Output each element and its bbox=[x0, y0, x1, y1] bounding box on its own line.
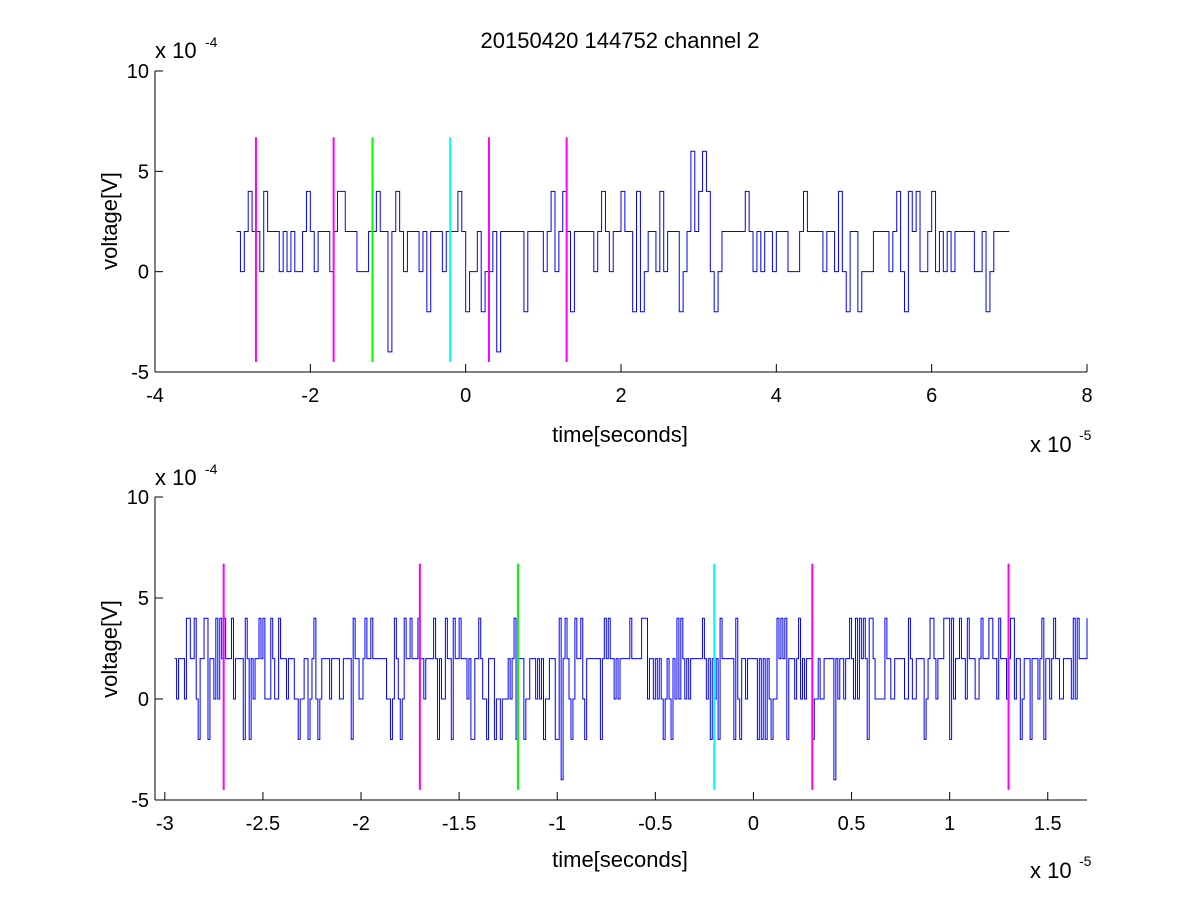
y-tick-label-bottom: -5 bbox=[131, 790, 149, 812]
x-tick-label-top: 4 bbox=[771, 385, 782, 407]
x-tick-label-bottom: -2.5 bbox=[246, 813, 280, 835]
y-axis-label-bottom: voltage[V] bbox=[97, 600, 122, 698]
x-tick-label-top: -4 bbox=[146, 385, 164, 407]
y-axis-label-top: voltage[V] bbox=[97, 172, 122, 270]
y-tick-label-top: 5 bbox=[138, 161, 149, 183]
x-tick-label-bottom: 1.5 bbox=[1034, 813, 1062, 835]
signal-line-bottom bbox=[174, 617, 1088, 781]
x-axis-label-bottom: time[seconds] bbox=[552, 847, 688, 872]
y-multiplier-top: x 10 bbox=[155, 38, 197, 63]
y-exponent-top: -4 bbox=[205, 34, 218, 50]
x-multiplier-top: x 10 bbox=[1030, 432, 1072, 457]
y-tick-label-top: -5 bbox=[131, 362, 149, 384]
y-tick-label-bottom: 5 bbox=[138, 588, 149, 610]
x-tick-label-bottom: -1.5 bbox=[442, 813, 476, 835]
x-tick-label-bottom: 0.5 bbox=[838, 813, 866, 835]
x-axis-label-top: time[seconds] bbox=[552, 422, 688, 447]
y-tick-label-top: 0 bbox=[138, 262, 149, 284]
y-exponent-bottom: -4 bbox=[205, 461, 218, 477]
x-tick-label-bottom: 0 bbox=[748, 813, 759, 835]
x-tick-label-bottom: -0.5 bbox=[638, 813, 672, 835]
y-tick-label-top: 10 bbox=[127, 61, 149, 83]
x-multiplier-bottom: x 10 bbox=[1030, 858, 1072, 883]
x-tick-label-bottom: -1 bbox=[548, 813, 566, 835]
x-tick-label-top: 6 bbox=[926, 385, 937, 407]
y-multiplier-bottom: x 10 bbox=[155, 465, 197, 490]
chart-title: 20150420 144752 channel 2 bbox=[481, 28, 760, 53]
x-tick-label-bottom: 1 bbox=[944, 813, 955, 835]
x-tick-label-top: 0 bbox=[460, 385, 471, 407]
x-tick-label-top: -2 bbox=[301, 385, 319, 407]
y-tick-label-bottom: 0 bbox=[138, 689, 149, 711]
axes-bottom: x 10 -4 time[seconds] voltage[V] x 10 -5… bbox=[97, 461, 1092, 883]
x-exponent-top: -5 bbox=[1079, 427, 1092, 443]
x-tick-label-top: 8 bbox=[1081, 385, 1092, 407]
signal-line-top bbox=[236, 150, 1010, 353]
x-tick-label-bottom: -2 bbox=[352, 813, 370, 835]
x-tick-label-top: 2 bbox=[615, 385, 626, 407]
x-exponent-bottom: -5 bbox=[1079, 853, 1092, 869]
axes-top: x 10 -4 time[seconds] voltage[V] x 10 -5… bbox=[97, 34, 1093, 457]
x-tick-label-bottom: -3 bbox=[156, 813, 174, 835]
y-tick-label-bottom: 10 bbox=[127, 487, 149, 509]
